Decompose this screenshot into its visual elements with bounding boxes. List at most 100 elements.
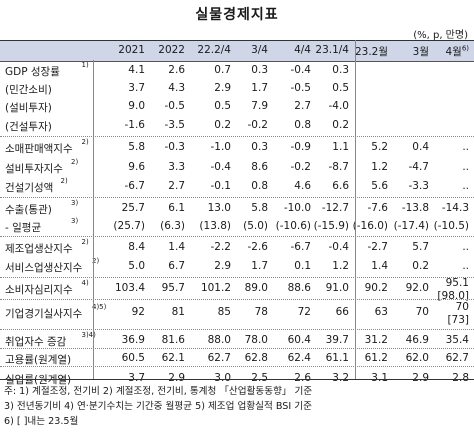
- row-label-footnote: 4)5): [92, 303, 107, 311]
- cell-value: 0.2: [412, 260, 429, 272]
- table-title: 실물경제지표: [195, 7, 279, 23]
- row-label-footnote: 4): [81, 279, 89, 287]
- cell-value: 0.8: [251, 180, 268, 192]
- cell-value: 1.4: [371, 260, 388, 272]
- cell-value: 1.1: [332, 141, 349, 153]
- table-row: 설비투자지수 2) 9.6 3.3 -0.4 8.6 -0.2 -8.7 1.2 -4.7..: [0, 158, 474, 176]
- row-separator: [0, 348, 474, 349]
- row-label-footnote: 2): [81, 238, 89, 246]
- cell-value: -13.8: [401, 202, 429, 214]
- table-row: 실업률(원계열) 3.7 2.9 3.0 2.5 2.6 3.2 3.1 2.9 2.8: [0, 371, 474, 387]
- cell-value: 25.7: [121, 202, 145, 214]
- cell-value: ..: [462, 141, 469, 153]
- cell-value: 78: [254, 306, 268, 318]
- cell-value: -3.3: [408, 180, 430, 192]
- cell-value: 4.6: [294, 180, 311, 192]
- row-label: (민간소비): [5, 84, 52, 96]
- cell-value: 89.0: [244, 282, 268, 294]
- cell-value: 62.4: [287, 352, 311, 364]
- cell-value: -8.7: [328, 161, 350, 173]
- header-23q1: 23.1/4: [315, 44, 349, 56]
- cell-value: 81.6: [161, 334, 185, 346]
- cell-value: -0.4: [290, 64, 312, 76]
- cell-value: -6.7: [124, 180, 146, 192]
- cell-value: -0.5: [290, 82, 312, 94]
- cell-value: 63: [374, 306, 388, 318]
- row-label: 고용률(원계열): [5, 354, 72, 366]
- cell-value: (-15.9): [313, 220, 349, 232]
- row-label: 제조업생산지수: [5, 243, 73, 255]
- cell-value: (-16.0): [352, 220, 388, 232]
- row-label-footnote: 1): [81, 61, 89, 69]
- table-row: 기업경기실사지수 4)5) 92 81 85 78 72 66 63 70 70 [73]: [0, 301, 474, 326]
- cell-value: -4.7: [408, 161, 430, 173]
- cell-value: 1.2: [371, 161, 388, 173]
- cell-value: 2.9: [214, 260, 231, 272]
- table-row: 수출(통관) 3) 25.7 6.1 13.0 5.8 -10.0 -12.7 -7.6 -13.…: [0, 199, 474, 217]
- table-row: 제조업생산지수 2) 8.4 1.4 -2.2 -2.6 -6.7 -0.4 -2.7 5.7..: [0, 238, 474, 256]
- row-label: 실업률(원계열): [5, 374, 72, 386]
- cell-value: 92: [131, 306, 145, 318]
- cell-value: (6.3): [160, 220, 185, 232]
- cell-value: ..: [462, 260, 469, 272]
- cell-value: 31.2: [364, 334, 388, 346]
- cell-value: 62.0: [405, 352, 429, 364]
- cell-value: 92.0: [405, 282, 429, 294]
- table-row: 취업자수 증감 3)4) 36.9 81.6 88.0 78.0 60.4 39.7 31.2 4…: [0, 331, 474, 349]
- cell-value: ..: [462, 180, 469, 192]
- cell-value: 3.1: [371, 372, 388, 384]
- cell-value: 36.9: [121, 334, 145, 346]
- row-label: 건설기성액: [5, 182, 54, 194]
- cell-value: 9.6: [128, 161, 145, 173]
- cell-value: 72: [297, 306, 311, 318]
- cell-value: 6.7: [168, 260, 185, 272]
- header-q3: 3/4: [251, 44, 268, 56]
- cell-value: 5.6: [371, 180, 388, 192]
- cell-value: 39.7: [325, 334, 349, 346]
- cell-value: 0.2: [332, 119, 349, 131]
- cell-value: 8.4: [128, 241, 145, 253]
- cell-value: 5.8: [251, 202, 268, 214]
- cell-value: 0.8: [294, 119, 311, 131]
- cell-value: 3.2: [332, 372, 349, 384]
- row-label: (설비투자): [5, 102, 52, 114]
- cell-value: -0.9: [290, 141, 312, 153]
- cell-value: 2.9: [168, 372, 185, 384]
- cell-value: 78.0: [244, 334, 268, 346]
- row-label: 소비자심리지수: [5, 284, 73, 296]
- cell-value: -2.6: [247, 241, 269, 253]
- row-label: 소매판매액지수: [5, 143, 73, 155]
- column-header: 2021 2022 22.2/4 3/4 4/4 23.1/4 23.2월 3월…: [0, 40, 474, 62]
- header-2021: 2021: [118, 44, 145, 56]
- cell-value: 95.7: [161, 282, 185, 294]
- table-row: (설비투자) 9.0 -0.5 0.5 7.9 2.7 -4.0: [0, 99, 474, 115]
- cell-value: 4.1: [128, 64, 145, 76]
- cell-value: 5.2: [371, 141, 388, 153]
- cell-value: 0.3: [332, 64, 349, 76]
- footnote-3: 6) [ ]내는 23.5월: [4, 416, 79, 427]
- table-bottom-rule: [0, 379, 474, 380]
- cell-value: 2.9: [214, 82, 231, 94]
- row-label-footnote: 2): [71, 158, 79, 166]
- cell-value: 2.9: [412, 372, 429, 384]
- cell-value: 3.7: [128, 82, 145, 94]
- cell-value: -0.5: [164, 100, 186, 112]
- header-apr-label: 4월: [445, 46, 462, 58]
- cell-value: -0.4: [210, 161, 232, 173]
- cell-value: 8.6: [251, 161, 268, 173]
- header-mar: 3월: [412, 46, 429, 58]
- table-row: 서비스업생산지수 2) 5.0 6.7 2.9 1.7 0.1 1.2 1.4 0.2..: [0, 257, 474, 275]
- cell-value: 5.7: [412, 241, 429, 253]
- row-label: 서비스업생산지수: [5, 262, 83, 274]
- cell-value: 1.4: [168, 241, 185, 253]
- cell-value: 66: [335, 306, 349, 318]
- cell-value: -0.2: [290, 161, 312, 173]
- cell-value: 70: [415, 306, 429, 318]
- cell-value: -6.7: [290, 241, 312, 253]
- cell-value: 61.2: [364, 352, 388, 364]
- table-row: 소매판매액지수 2) 5.8 -0.3 -1.0 0.3 -0.9 1.1 5.2 0.4..: [0, 138, 474, 156]
- cell-value: 6.1: [168, 202, 185, 214]
- row-label-footnote: 3)4): [81, 331, 96, 339]
- row-separator: [0, 197, 474, 198]
- cell-value: (-10.6): [275, 220, 311, 232]
